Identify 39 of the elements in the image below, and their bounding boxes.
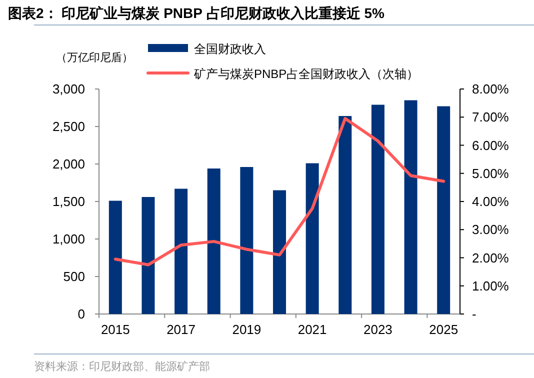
y2-tick-label: 5.00% [472,166,510,181]
y2-tick-label: 8.00% [472,82,510,96]
bar [306,163,319,314]
bar [207,168,220,314]
bar [174,188,188,314]
bar [404,100,418,314]
y2-tick-label: 6.00% [472,138,510,153]
y-tick-label: 500 [63,269,85,284]
bar [437,106,450,314]
chart-title: 图表2： 印尼矿业与煤炭 PNBP 占印尼财政收入比重接近 5% [8,5,386,21]
y-tick-label: 2,500 [52,119,85,134]
y2-tick-label: 4.00% [472,194,510,209]
line-series [114,117,446,266]
bar [142,197,155,314]
legend-label: 全国财政收入 [194,42,266,56]
y2-tick-label: 7.00% [472,110,510,125]
y-tick-label: 2,000 [52,156,85,172]
y2-tick-label: 2.00% [472,250,510,266]
legend-label: 矿产与煤炭PNBP占全国财政收入（次轴） [193,67,419,81]
y-tick-label: 1,000 [52,232,85,246]
x-tick-label: 2015 [100,322,130,337]
x-tick-label: 2017 [166,322,196,337]
x-tick-label: 2019 [232,322,262,337]
bar [273,190,286,314]
x-tick-label: 2023 [363,322,392,337]
bar [338,116,352,314]
x-tick-label: 2021 [298,322,327,337]
y-axis-title: （万亿印尼盾） [56,51,133,64]
bar [108,200,122,314]
x-tick-label: 2025 [429,322,458,337]
y-tick-label: 0 [78,306,85,322]
y-tick-label: 1,500 [52,194,85,209]
y-tick-label: 3,000 [52,82,85,96]
text: 资料来源：印尼财政部、能源矿产部 [34,360,210,373]
y2-tick-label: 1.00% [472,278,510,294]
bar [240,167,254,314]
bar [371,104,384,314]
y2-tick-label: - [472,306,476,322]
y2-tick-label: 3.00% [472,222,510,238]
